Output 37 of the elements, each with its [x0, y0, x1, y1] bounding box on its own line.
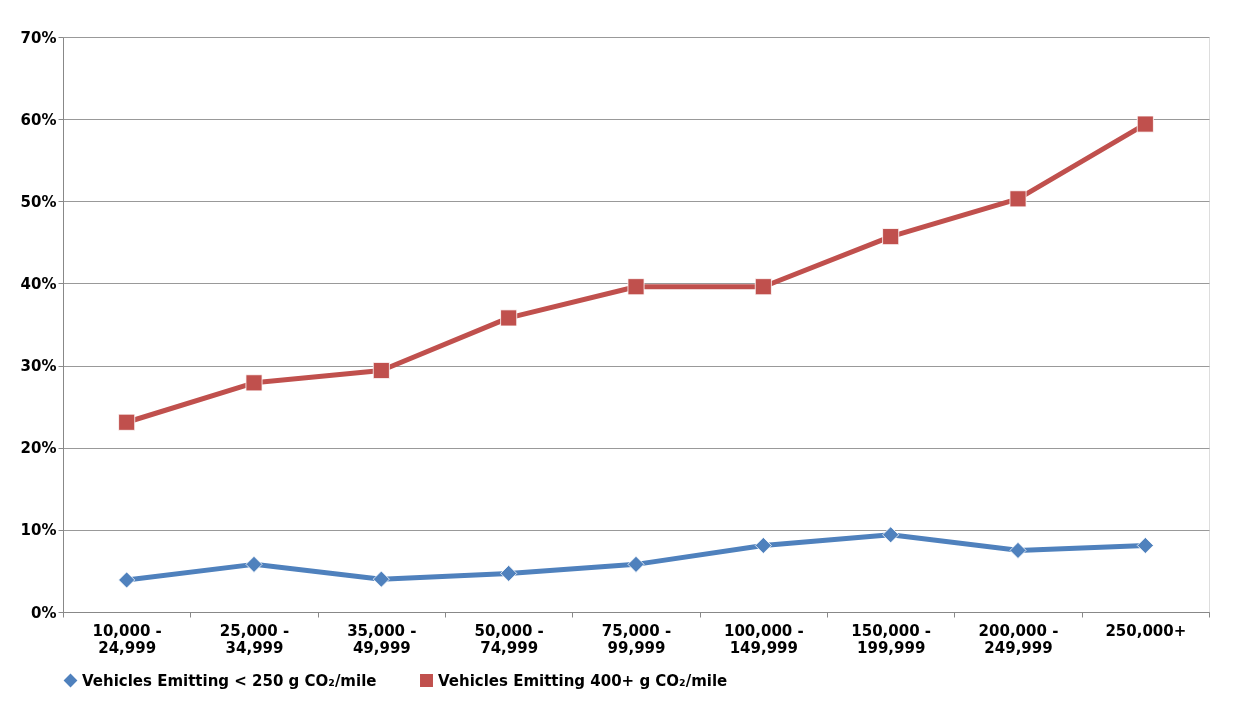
x-tick-label: 25,000 - 34,999	[219, 621, 290, 657]
y-tick-label: 30%	[20, 357, 57, 376]
point	[1136, 537, 1154, 554]
point	[882, 526, 900, 544]
y-tick-label: 50%	[20, 192, 57, 211]
x-tick-label: 50,000 - 74,999	[474, 621, 544, 657]
point	[118, 413, 136, 431]
point	[1009, 541, 1027, 559]
x-tick-label: 10,000 - 24,999	[92, 621, 162, 657]
point	[1136, 115, 1154, 133]
point	[500, 309, 518, 327]
x-tick-label: 35,000 - 49,999	[347, 621, 417, 657]
y-tick-label: 10%	[20, 521, 57, 540]
y-tick-label: 0%	[31, 603, 57, 622]
point	[627, 555, 645, 573]
point	[754, 278, 772, 296]
point	[500, 564, 518, 582]
legend-label: Vehicles Emitting < 250 g CO₂/mile	[82, 671, 377, 690]
point	[754, 537, 772, 554]
point	[118, 571, 136, 589]
y-tick-label: 20%	[20, 439, 57, 458]
point	[245, 374, 263, 392]
point	[1009, 190, 1027, 208]
point	[245, 555, 263, 573]
y-tick-label: 60%	[20, 110, 57, 129]
point	[882, 228, 900, 246]
y-tick-label: 40%	[20, 274, 57, 293]
point	[627, 278, 645, 296]
x-tick-label: 200,000 - 249,999	[978, 621, 1059, 657]
x-tick-label: 100,000 - 149,999	[723, 621, 804, 657]
point	[372, 362, 390, 379]
x-tick-label: 150,000 - 199,999	[851, 621, 932, 657]
y-tick-label: 70%	[20, 28, 57, 47]
legend-label: Vehicles Emitting 400+ g CO₂/mile	[438, 671, 728, 690]
point	[372, 570, 390, 588]
x-tick-label: 250,000+	[1105, 621, 1187, 640]
x-tick-label: 75,000 - 99,999	[601, 621, 672, 657]
